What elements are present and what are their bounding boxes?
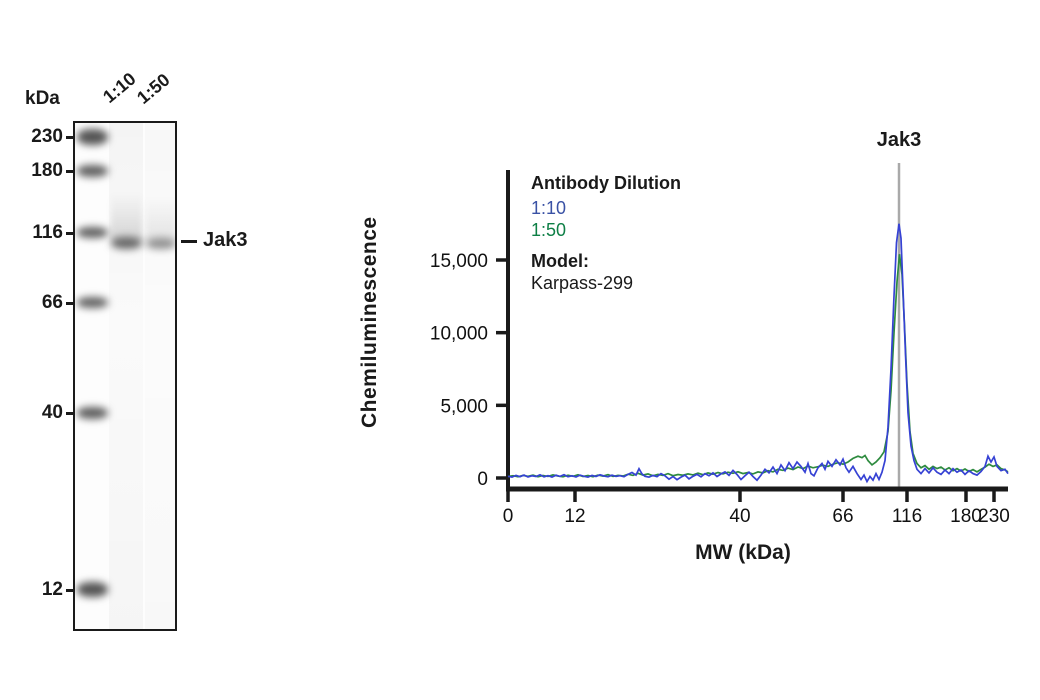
marker-tick-230 [66, 136, 74, 139]
chart-peak-label: Jak3 [876, 129, 922, 151]
marker-label-12: 12 [41, 579, 63, 600]
marker-label-40: 40 [41, 402, 63, 423]
marker-band-230 [77, 129, 108, 145]
x-tick-label: 116 [892, 506, 922, 527]
lane-1-10-background [109, 123, 143, 629]
marker-band-180 [77, 165, 108, 177]
marker-tick-66 [66, 302, 74, 305]
marker-label-66: 66 [41, 292, 63, 313]
marker-tick-40 [66, 412, 74, 415]
legend-entry-1-50: 1:50 [531, 220, 567, 240]
legend-title: Antibody Dilution [531, 173, 681, 193]
model-value: Karpass-299 [531, 273, 634, 293]
blot-membrane [73, 121, 177, 631]
x-tick-label: 180 [950, 506, 982, 527]
blot-band-label: Jak3 [203, 229, 248, 251]
marker-band-40 [77, 407, 108, 419]
y-tick-label: 15,000 [430, 251, 488, 272]
x-tick-label: 230 [978, 506, 1010, 527]
marker-tick-116 [66, 232, 74, 235]
sample-band-1-10 [111, 237, 142, 249]
y-tick-label: 10,000 [430, 324, 488, 345]
x-tick-label: 12 [564, 506, 585, 527]
marker-label-230: 230 [31, 126, 63, 147]
lane-1-50-smear [146, 197, 175, 241]
marker-tick-180 [66, 170, 74, 173]
lane-1-50-background [145, 123, 175, 629]
model-title: Model: [531, 251, 589, 271]
kda-unit-label: kDa [25, 88, 60, 109]
legend-entry-1-10: 1:10 [531, 198, 567, 218]
x-axis-title: MW (kDa) [695, 541, 791, 564]
marker-label-116: 116 [32, 222, 63, 243]
sample-band-1-50 [146, 238, 175, 249]
x-tick-label: 40 [729, 506, 750, 527]
y-tick-label: 5,000 [440, 396, 488, 417]
marker-band-66 [77, 297, 108, 308]
chart-legend: Antibody Dilution 1:10 1:50 Model: Karpa… [531, 170, 681, 294]
band-callout-dash [181, 240, 197, 243]
marker-label-180: 180 [31, 160, 63, 181]
marker-band-12 [77, 582, 108, 597]
marker-band-116 [77, 227, 108, 238]
trace-1-10 [507, 223, 1009, 484]
trace-1-50 [507, 254, 1009, 478]
x-tick-label: 66 [832, 506, 853, 527]
y-tick-label: 0 [477, 469, 488, 490]
marker-tick-12 [66, 589, 74, 592]
x-tick-label: 0 [503, 506, 514, 527]
lane-1-10-smear [111, 193, 142, 241]
